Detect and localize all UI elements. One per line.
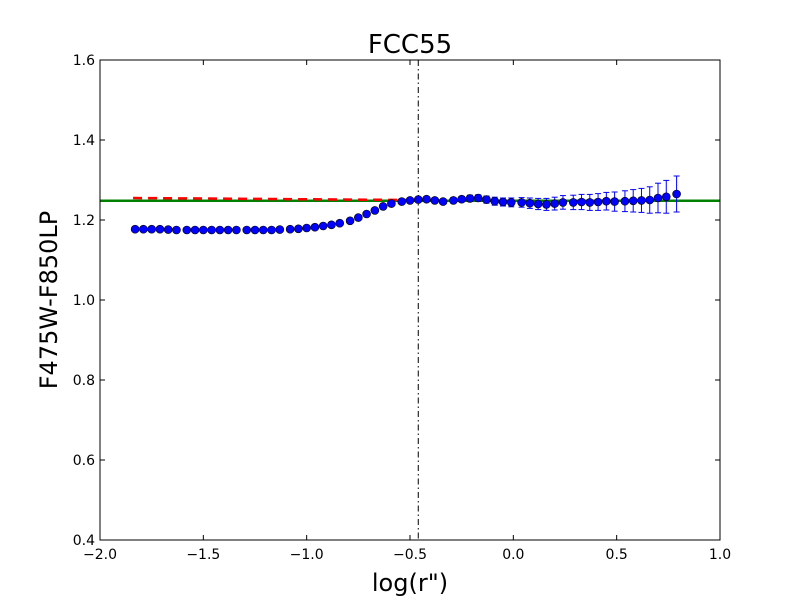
data-point <box>628 196 638 206</box>
data-point <box>242 225 252 235</box>
y-tick-label: 0.4 <box>73 533 95 549</box>
data-point <box>215 225 225 235</box>
data-point <box>155 224 165 234</box>
data-point <box>267 225 276 235</box>
data-point <box>362 209 371 219</box>
y-tick-label: 0.6 <box>73 453 95 469</box>
data-point <box>345 216 355 226</box>
data-point <box>130 224 140 234</box>
data-point <box>533 199 543 209</box>
data-point <box>422 194 431 204</box>
data-point <box>172 225 181 235</box>
data-point <box>558 198 568 207</box>
data-point <box>438 197 448 206</box>
x-axis-label: log(r") <box>372 569 448 597</box>
data-point <box>506 198 516 207</box>
data-point <box>498 197 508 207</box>
data-point <box>405 196 415 205</box>
data-point <box>568 198 578 207</box>
data-point <box>542 200 551 209</box>
data-point <box>207 225 216 235</box>
data-point <box>525 198 535 208</box>
x-axis: −2.0 −1.5 −1.0 −0.5 0.0 0.5 1.0 <box>83 60 731 563</box>
data-point <box>413 195 423 204</box>
data-point <box>550 199 559 208</box>
data-point <box>354 213 363 222</box>
data-point <box>294 224 303 234</box>
data-point <box>199 225 208 235</box>
data-point <box>637 196 646 205</box>
data-point <box>645 195 655 205</box>
data-point <box>258 225 268 235</box>
data-point <box>139 224 148 234</box>
data-point <box>335 218 345 228</box>
x-tick-label: −1.5 <box>186 547 220 563</box>
data-point <box>327 220 336 230</box>
plot-frame <box>99 59 721 541</box>
data-point <box>378 202 388 211</box>
x-tick-label: 0.5 <box>606 547 628 563</box>
data-point <box>517 198 526 207</box>
data-point <box>577 197 586 207</box>
data-point <box>190 225 200 235</box>
x-tick-label: 1.0 <box>709 547 731 563</box>
data-point <box>465 194 475 203</box>
data-point <box>370 206 380 215</box>
data-point <box>585 198 595 207</box>
data-point <box>661 192 671 202</box>
data-point <box>672 189 681 199</box>
data-point <box>223 225 233 235</box>
data-point <box>182 225 192 235</box>
y-tick-label: 1.6 <box>73 53 95 69</box>
data-point <box>593 197 603 207</box>
data-point <box>449 196 458 205</box>
chart-title: FCC55 <box>368 30 452 60</box>
y-tick-label: 1.2 <box>73 213 95 229</box>
data-point <box>302 223 311 233</box>
data-point <box>275 225 285 234</box>
data-point <box>250 225 260 235</box>
data-point <box>457 194 466 204</box>
x-tick-label: −2.0 <box>83 547 117 563</box>
data-point <box>653 193 663 203</box>
data-point <box>490 196 500 206</box>
y-tick-label: 1.4 <box>73 133 95 149</box>
y-tick-label: 1.0 <box>73 293 95 309</box>
model-dashed-line <box>133 196 411 202</box>
data-point <box>147 224 156 234</box>
data-point <box>387 199 396 208</box>
x-tick-label: 0.0 <box>502 547 524 563</box>
data-point <box>397 197 407 206</box>
plot-area <box>100 60 720 540</box>
data-point <box>318 221 328 231</box>
y-axis-label: F475W-F850LP <box>35 211 63 390</box>
data-point <box>602 196 611 206</box>
data-point <box>473 193 483 203</box>
x-tick-label: −0.5 <box>393 547 427 563</box>
data-point <box>163 225 173 234</box>
data-point <box>610 197 619 206</box>
data-point <box>310 222 320 232</box>
y-axis: 0.4 0.6 0.8 1.0 1.2 1.4 1.6 <box>73 53 720 549</box>
data-point <box>482 195 491 204</box>
data-point <box>620 196 630 206</box>
data-point <box>232 225 241 235</box>
y-tick-label: 0.8 <box>73 373 95 389</box>
x-tick-label: −1.0 <box>290 547 324 563</box>
data-point <box>285 224 295 234</box>
data-point <box>430 196 440 205</box>
